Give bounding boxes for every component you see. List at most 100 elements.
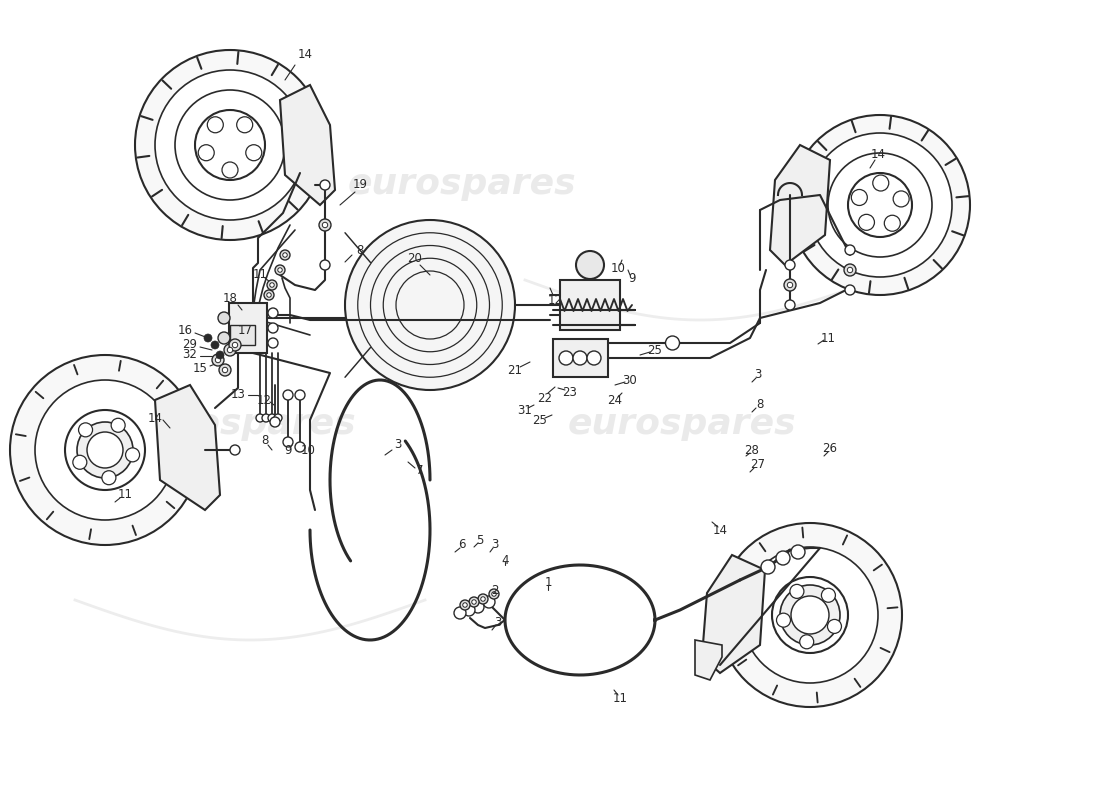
- Circle shape: [848, 173, 912, 237]
- Text: 5: 5: [476, 534, 484, 546]
- Circle shape: [264, 290, 274, 300]
- Circle shape: [175, 90, 285, 200]
- Polygon shape: [695, 640, 722, 680]
- Circle shape: [791, 545, 805, 559]
- Circle shape: [463, 602, 467, 607]
- Circle shape: [245, 145, 262, 161]
- Circle shape: [845, 245, 855, 255]
- Text: 2: 2: [492, 583, 498, 597]
- FancyBboxPatch shape: [230, 325, 255, 345]
- Text: 25: 25: [648, 343, 662, 357]
- Circle shape: [102, 470, 116, 485]
- Polygon shape: [155, 385, 220, 510]
- Text: 14: 14: [297, 49, 312, 62]
- Text: 3: 3: [394, 438, 402, 451]
- Circle shape: [320, 180, 330, 190]
- Circle shape: [195, 110, 265, 180]
- Text: 4: 4: [502, 554, 508, 566]
- Circle shape: [844, 264, 856, 276]
- Circle shape: [78, 423, 92, 437]
- Circle shape: [125, 448, 140, 462]
- Text: 9: 9: [284, 443, 292, 457]
- Circle shape: [232, 342, 238, 348]
- Text: 18: 18: [222, 291, 238, 305]
- Circle shape: [858, 214, 874, 230]
- Circle shape: [266, 293, 272, 298]
- Circle shape: [216, 351, 224, 359]
- Text: 1: 1: [544, 575, 552, 589]
- Circle shape: [893, 191, 909, 207]
- Text: 6: 6: [459, 538, 465, 551]
- Text: 29: 29: [183, 338, 198, 351]
- Circle shape: [155, 70, 305, 220]
- Text: 14: 14: [713, 523, 727, 537]
- Text: 3: 3: [494, 615, 502, 629]
- Circle shape: [135, 50, 324, 240]
- Circle shape: [212, 354, 224, 366]
- Text: 15: 15: [192, 362, 208, 374]
- Text: 23: 23: [562, 386, 578, 399]
- Circle shape: [295, 442, 305, 452]
- Circle shape: [228, 347, 233, 353]
- Circle shape: [218, 312, 230, 324]
- Text: 14: 14: [147, 411, 163, 425]
- Circle shape: [790, 115, 970, 295]
- Text: 21: 21: [507, 363, 522, 377]
- Circle shape: [785, 300, 795, 310]
- Text: 14: 14: [870, 149, 886, 162]
- Text: 22: 22: [538, 391, 552, 405]
- Circle shape: [262, 414, 270, 422]
- Circle shape: [827, 619, 842, 634]
- Circle shape: [204, 334, 212, 342]
- Circle shape: [222, 162, 238, 178]
- Text: eurospares: eurospares: [348, 167, 576, 201]
- Circle shape: [283, 253, 287, 258]
- Text: 26: 26: [823, 442, 837, 454]
- Circle shape: [270, 417, 280, 427]
- Circle shape: [267, 280, 277, 290]
- Text: 28: 28: [745, 443, 759, 457]
- FancyBboxPatch shape: [229, 303, 267, 353]
- Circle shape: [483, 596, 495, 608]
- Circle shape: [772, 577, 848, 653]
- Circle shape: [277, 268, 283, 272]
- Text: 10: 10: [610, 262, 626, 274]
- Circle shape: [198, 145, 214, 161]
- Text: 13: 13: [231, 389, 245, 402]
- Text: 32: 32: [183, 349, 197, 362]
- Text: eurospares: eurospares: [128, 407, 356, 441]
- Text: 11: 11: [118, 489, 132, 502]
- Circle shape: [492, 592, 496, 596]
- Circle shape: [463, 604, 475, 616]
- Circle shape: [229, 339, 241, 351]
- Circle shape: [469, 597, 478, 607]
- Circle shape: [35, 380, 175, 520]
- Circle shape: [295, 390, 305, 400]
- Text: 12: 12: [256, 394, 272, 406]
- Circle shape: [87, 432, 123, 468]
- Circle shape: [111, 418, 125, 432]
- Circle shape: [790, 584, 804, 598]
- Circle shape: [761, 560, 776, 574]
- Circle shape: [322, 222, 328, 228]
- Circle shape: [218, 332, 230, 344]
- Circle shape: [800, 634, 814, 649]
- Polygon shape: [702, 555, 764, 673]
- Text: 3: 3: [755, 369, 761, 382]
- Circle shape: [780, 585, 840, 645]
- Text: 24: 24: [607, 394, 623, 406]
- Text: 17: 17: [238, 323, 253, 337]
- Text: 25: 25: [532, 414, 548, 426]
- Circle shape: [460, 600, 470, 610]
- Circle shape: [559, 351, 573, 365]
- Circle shape: [490, 589, 499, 599]
- Circle shape: [785, 260, 795, 270]
- Circle shape: [576, 251, 604, 279]
- Circle shape: [222, 367, 228, 373]
- Text: 20: 20: [408, 251, 422, 265]
- Circle shape: [268, 338, 278, 348]
- Text: 10: 10: [300, 443, 316, 457]
- Text: 16: 16: [177, 323, 192, 337]
- Circle shape: [283, 390, 293, 400]
- Circle shape: [268, 323, 278, 333]
